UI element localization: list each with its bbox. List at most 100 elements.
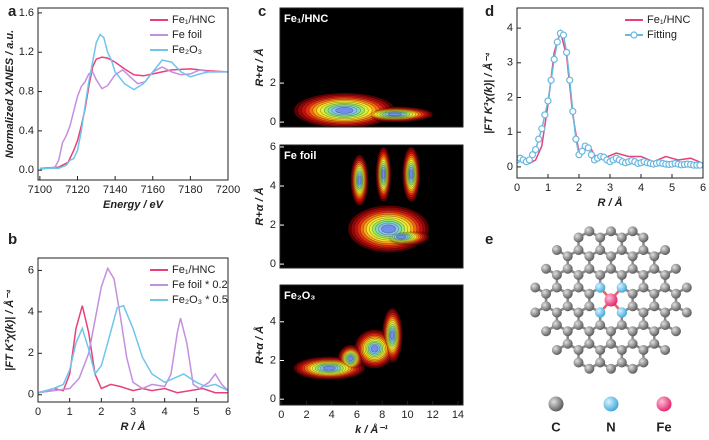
contour-level [335,107,354,114]
plot-area [280,145,463,268]
series-marker [544,97,552,105]
y-tick-label: 0 [270,258,276,270]
panel-label: d [485,3,494,20]
y-tick-label: 0 [28,389,34,401]
y-tick-label: 0 [507,161,513,173]
x-tick-label: 12 [427,409,439,421]
atom [606,226,616,237]
atom [606,251,616,262]
atom [573,307,584,318]
plot-area [280,8,463,127]
x-tick-label: 2 [98,406,104,418]
atom [670,301,681,312]
y-tick-label: 0.0 [19,164,34,176]
atom [551,270,562,280]
x-axis-label: Energy / eV [103,199,165,211]
legend-label: Fitting [647,29,677,41]
atom [530,307,541,318]
series-marker [578,147,586,155]
atom [627,363,638,374]
legend-atom [656,396,672,412]
atom-fe [604,293,618,307]
panel-label: a [8,3,17,20]
y-axis-label: R+α / Å [253,326,266,364]
y-tick-label: 6 [28,264,34,276]
atom [627,263,638,274]
y-tick-label: 0 [270,393,276,405]
atom [541,288,552,299]
series-marker [550,55,558,63]
y-tick-label: 1 [507,126,513,138]
series-marker [572,135,580,143]
x-tick-label: 5 [669,182,675,194]
series-line [38,266,228,394]
x-tick-label: 7160 [141,184,165,196]
atom [606,263,616,274]
contour-level [387,112,402,116]
atom [573,282,584,293]
atom [627,251,638,262]
series-marker [538,125,546,133]
series-marker [525,156,534,164]
atom [551,345,562,355]
atom [562,326,573,337]
atom [649,288,660,299]
y-tick-label: 6 [270,141,276,153]
series-marker [559,31,568,39]
atom [616,320,627,330]
series-marker [528,151,537,159]
series-line [38,305,228,394]
atom [627,226,638,237]
atom [649,301,660,312]
legend-label: Fe₂O₃ * 0.5 [172,294,228,306]
plot-area [39,33,228,170]
y-axis-label: R+α / Å [253,48,266,86]
atom [660,282,671,293]
atom [616,232,627,243]
atom [573,232,584,243]
atom [573,357,584,368]
atom [681,282,692,293]
atom [595,232,606,243]
contour-level [390,330,395,341]
atom [638,245,649,255]
x-tick-label: 8 [379,409,385,421]
x-tick-label: 0 [514,182,520,194]
contour-level [357,175,362,185]
x-tick-label: 0 [278,409,284,421]
series-line [39,66,228,170]
atom [649,251,660,262]
legend-marker [630,31,638,39]
atom [627,288,638,299]
legend-atom-label: Fe [656,419,671,434]
legend-label: Fe₁/HNC [647,14,690,26]
atom [660,320,671,330]
atom [595,270,606,280]
atom [541,326,552,337]
x-tick-label: 7200 [216,184,240,196]
atom [606,326,616,337]
y-tick-label: 2 [270,219,276,231]
y-tick-label: 3 [507,57,513,69]
series-marker [562,48,571,57]
x-tick-label: 1 [545,182,551,194]
legend-atom [603,396,619,412]
atom [595,357,606,368]
x-tick-label: 2 [576,182,582,194]
contour-level [395,234,407,239]
axes-frame [279,7,464,128]
atom [562,251,573,262]
series-line [39,33,228,169]
contour-level [409,169,414,180]
legend-label: Fe foil * 0.2 [172,279,228,291]
atom [573,245,584,255]
x-tick-label: 4 [638,182,644,194]
y-axis-label: |FT K³χ(k)| / Å⁻⁴ [482,52,495,134]
y-tick-label: 1.6 [19,7,34,19]
legend-label: Fe foil [172,29,202,41]
contour-level [381,224,396,234]
y-tick-label: 4 [270,316,276,328]
x-tick-label: 6 [700,182,706,194]
legend-label: Fe₁/HNC [172,264,215,276]
